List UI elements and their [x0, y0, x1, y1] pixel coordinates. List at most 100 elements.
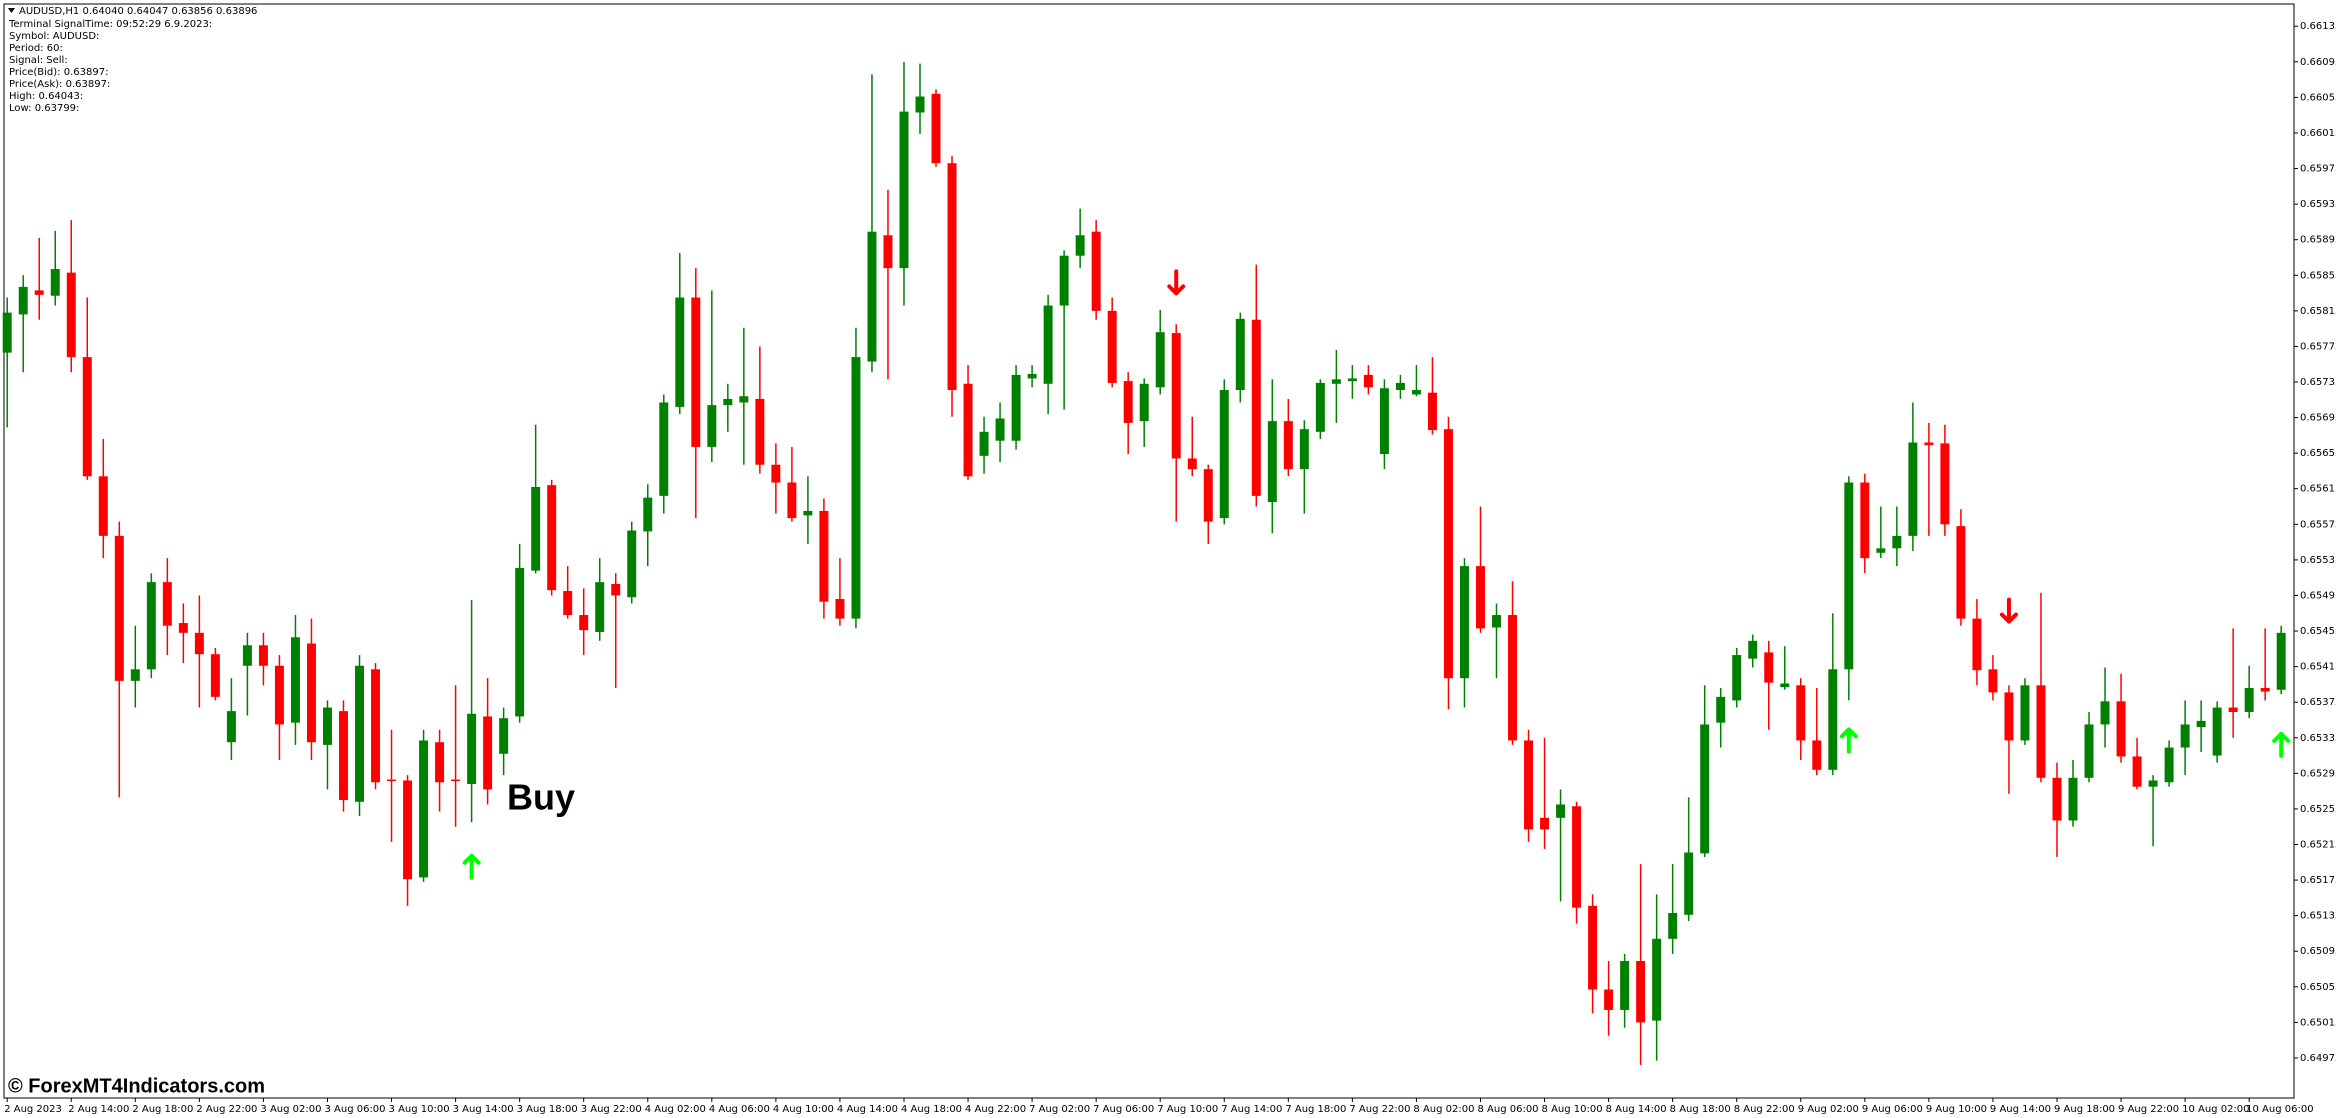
candle-body	[1524, 740, 1534, 830]
y-tick-label: 0.65855	[2300, 270, 2336, 281]
candle-body	[1492, 615, 1501, 628]
x-tick-label: 3 Aug 10:00	[389, 1104, 450, 1115]
candle-body	[483, 716, 493, 790]
candle-body	[1363, 374, 1373, 388]
signal-arrow	[1839, 727, 1858, 754]
candle-body	[787, 482, 797, 519]
candle-body	[595, 582, 605, 632]
candle-body	[1780, 683, 1790, 688]
x-tick-label: 9 Aug 10:00	[1926, 1104, 1987, 1115]
candle-body	[355, 665, 364, 802]
candle-body	[1267, 421, 1277, 503]
candle-body	[1764, 652, 1774, 683]
candle-body	[819, 510, 829, 602]
info-line: Price(Bid): 0.63897:	[9, 67, 108, 78]
y-tick-label: 0.66135	[2300, 21, 2336, 32]
candle-body	[1828, 669, 1838, 770]
candle-body	[1988, 669, 1998, 693]
candle-body	[1347, 378, 1357, 382]
candle-body	[1187, 458, 1197, 470]
candle-body	[1315, 382, 1325, 432]
candle-body	[979, 431, 989, 456]
candle-body	[2164, 747, 2174, 783]
y-tick-label: 0.65495	[2300, 590, 2336, 601]
y-tick-label: 0.66095	[2300, 57, 2336, 68]
candle-body	[611, 583, 621, 596]
y-tick-label: 0.65055	[2300, 982, 2336, 993]
candle-body	[306, 643, 316, 743]
candle-body	[2052, 777, 2062, 821]
y-tick-label: 0.65815	[2300, 306, 2336, 317]
y-tick-label: 0.65975	[2300, 164, 2336, 175]
candle-body	[1940, 443, 1950, 525]
info-line: Low: 0.63799:	[9, 103, 79, 114]
x-tick-label: 3 Aug 02:00	[260, 1104, 321, 1115]
x-tick-label: 8 Aug 10:00	[1542, 1104, 1603, 1115]
candle-body	[2276, 632, 2286, 690]
candle-body	[2212, 707, 2222, 756]
candle-body	[339, 711, 348, 801]
candle-body	[451, 779, 461, 782]
candle-body	[739, 396, 749, 403]
x-tick-label: 9 Aug 14:00	[1990, 1104, 2051, 1115]
candle-body	[1700, 724, 1710, 854]
x-tick-label: 4 Aug 10:00	[773, 1104, 834, 1115]
candle-body	[435, 742, 445, 783]
y-tick-label: 0.65695	[2300, 413, 2336, 424]
info-line: Price(Ask): 0.63897:	[9, 79, 110, 90]
x-tick-label: 9 Aug 22:00	[2118, 1104, 2179, 1115]
y-tick-label: 0.65095	[2300, 946, 2336, 957]
x-tick-label: 7 Aug 10:00	[1157, 1104, 1218, 1115]
signal-arrow	[462, 853, 481, 880]
y-tick-label: 0.65455	[2300, 626, 2336, 637]
candle-body	[1219, 390, 1229, 519]
x-tick-label: 4 Aug 14:00	[837, 1104, 898, 1115]
candle-body	[322, 707, 332, 745]
candle-body	[1796, 685, 1806, 741]
candle-body	[1443, 429, 1453, 679]
candle-body	[2100, 701, 2110, 725]
candle-body	[515, 567, 525, 717]
candle-body	[258, 645, 268, 666]
y-tick-label: 0.65215	[2300, 840, 2336, 851]
candle-body	[1395, 382, 1405, 391]
info-header: AUDUSD,H1 0.64040 0.64047 0.63856 0.6389…	[19, 6, 257, 17]
candle-body	[771, 464, 781, 483]
x-tick-label: 2 Aug 14:00	[68, 1104, 129, 1115]
candle-body	[707, 405, 717, 447]
candle-body	[1171, 333, 1181, 459]
y-tick-label: 0.65935	[2300, 199, 2336, 210]
y-tick-label: 0.65175	[2300, 875, 2336, 886]
candle-body	[1091, 231, 1101, 311]
x-tick-label: 10 Aug 06:00	[2246, 1104, 2313, 1115]
x-tick-label: 8 Aug 06:00	[1477, 1104, 1538, 1115]
candle-body	[1636, 961, 1646, 1023]
info-line: Signal: Sell:	[9, 55, 68, 66]
candle-body	[1331, 379, 1341, 384]
watermark: © ForexMT4Indicators.com	[8, 1075, 265, 1097]
candle-body	[290, 637, 300, 723]
x-tick-label: 4 Aug 02:00	[645, 1104, 706, 1115]
candle-body	[851, 357, 861, 619]
candle-body	[1235, 318, 1245, 391]
candle-body	[659, 402, 669, 496]
candle-body	[371, 669, 381, 783]
candle-body	[1251, 319, 1261, 496]
candle-body	[1476, 566, 1485, 629]
x-tick-label: 3 Aug 22:00	[581, 1104, 642, 1115]
y-tick-label: 0.65575	[2300, 519, 2336, 530]
candle-body	[1379, 388, 1389, 455]
x-tick-label: 7 Aug 14:00	[1221, 1104, 1282, 1115]
candle-body	[2004, 692, 2014, 741]
y-tick-label: 0.65375	[2300, 697, 2336, 708]
signal-arrow	[2272, 731, 2291, 758]
candle-body	[1556, 804, 1566, 818]
candle-body	[130, 669, 140, 681]
candle-body	[1107, 310, 1117, 383]
candle-body	[146, 582, 156, 670]
candle-body	[114, 535, 124, 681]
x-tick-label: 9 Aug 18:00	[2054, 1104, 2115, 1115]
x-tick-label: 10 Aug 02:00	[2182, 1104, 2249, 1115]
x-tick-label: 8 Aug 18:00	[1670, 1104, 1731, 1115]
